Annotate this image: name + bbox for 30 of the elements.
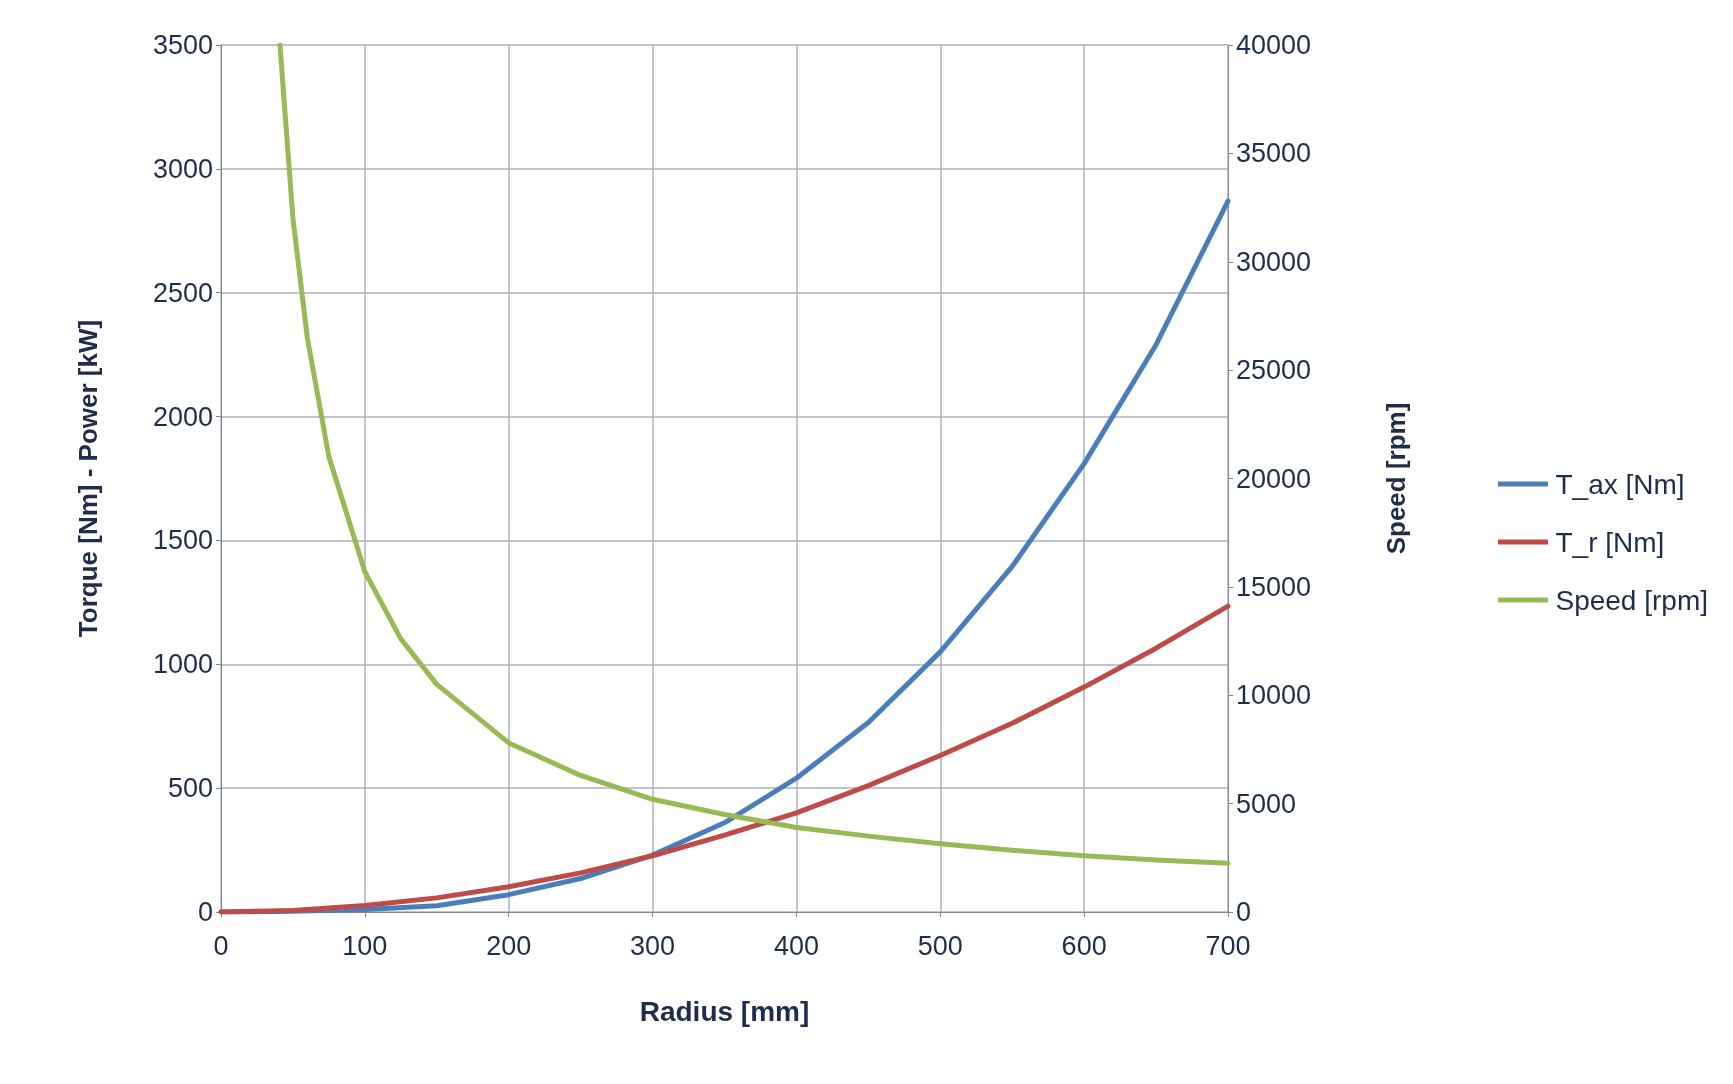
x-axis-title: Radius [mm] (639, 995, 810, 1027)
x-tick-label: 100 (342, 930, 388, 961)
y2-tick-label: 5000 (1236, 788, 1297, 819)
x-tick-label: 300 (630, 930, 676, 961)
y2-tick-label: 35000 (1236, 138, 1312, 169)
y2-tick-label: 0 (1236, 897, 1252, 927)
y-tick-label: 1000 (152, 649, 213, 680)
x-tick-label: 500 (917, 930, 963, 961)
x-tick-label: 400 (773, 930, 819, 961)
y-tick-label: 3000 (152, 153, 213, 184)
y-axis-title: Torque [Nm] - Power [kW] (73, 319, 103, 638)
y2-tick-label: 25000 (1236, 355, 1312, 386)
y2-tick-label: 10000 (1236, 680, 1312, 711)
x-tick-label: 600 (1061, 930, 1107, 961)
y2-tick-label: 40000 (1236, 30, 1312, 60)
y2-tick-label: 20000 (1236, 463, 1312, 494)
y2-axis-title: Speed [rpm] (1381, 402, 1411, 555)
y2-tick-label: 15000 (1236, 571, 1312, 602)
legend-label: T_ax [Nm] (1555, 468, 1685, 500)
y-tick-label: 0 (197, 897, 213, 927)
legend-label: Speed [rpm] (1555, 584, 1709, 616)
legend-label: T_r [Nm] (1555, 526, 1665, 558)
y2-tick-label: 30000 (1236, 246, 1312, 277)
y-tick-label: 1500 (152, 525, 213, 556)
x-tick-label: 700 (1205, 930, 1251, 961)
y-tick-label: 500 (167, 773, 213, 804)
y-tick-label: 2000 (152, 401, 213, 432)
x-tick-label: 200 (486, 930, 532, 961)
y-tick-label: 2500 (152, 277, 213, 308)
y-tick-label: 3500 (152, 30, 213, 60)
